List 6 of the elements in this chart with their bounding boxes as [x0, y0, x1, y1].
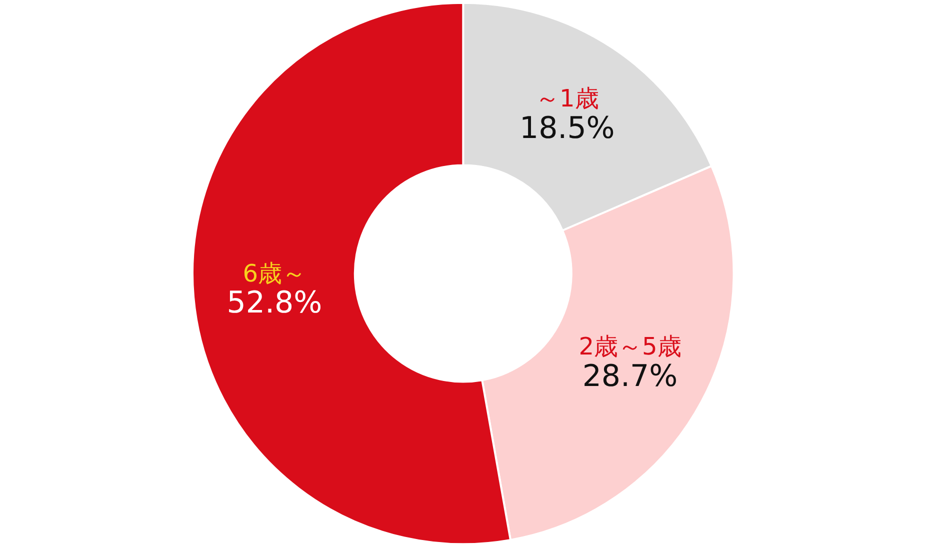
- data-label: 52.8%: [226, 286, 322, 321]
- data-label: 18.5%: [519, 110, 615, 146]
- slice-label: ～1歳: [536, 84, 599, 113]
- slice-label: 6歳～: [242, 260, 306, 288]
- data-label: 28.7%: [582, 358, 678, 394]
- slice-label: 2歳～5歳: [578, 332, 682, 361]
